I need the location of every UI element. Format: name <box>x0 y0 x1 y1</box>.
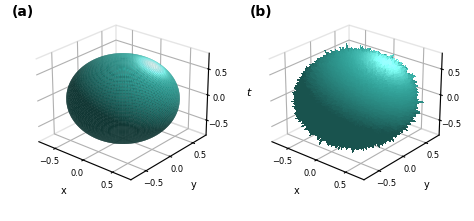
X-axis label: x: x <box>61 186 66 196</box>
Y-axis label: y: y <box>191 180 196 190</box>
Text: (b): (b) <box>250 5 273 19</box>
Y-axis label: y: y <box>423 180 429 190</box>
Text: (a): (a) <box>11 5 34 19</box>
X-axis label: x: x <box>293 186 300 196</box>
